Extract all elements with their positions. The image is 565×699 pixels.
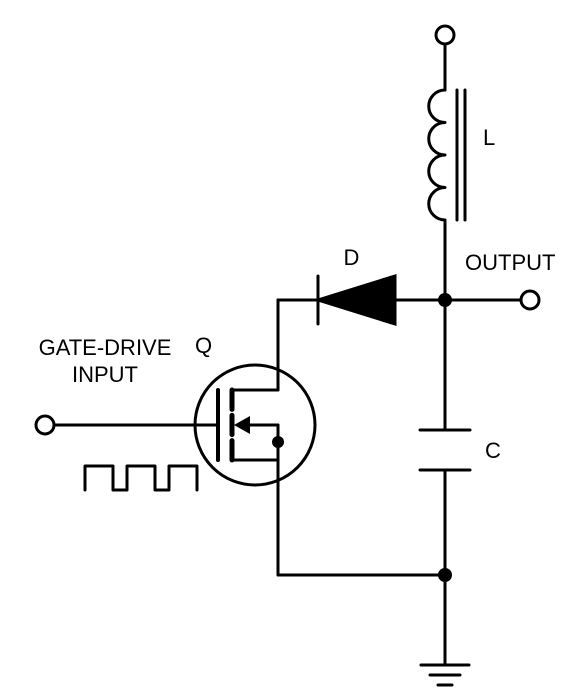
- circuit-diagram: GATE-DRIVEINPUT Q D L C OUTPUT: [0, 0, 565, 699]
- label-gate-drive-2: INPUT: [72, 362, 138, 387]
- label-Q: Q: [195, 333, 212, 358]
- diode-triangle: [318, 276, 395, 324]
- label-L: L: [483, 125, 495, 150]
- mosfet-body-arrow: [234, 416, 250, 434]
- label-output: OUTPUT: [465, 250, 555, 275]
- pulse-train: [85, 466, 197, 490]
- label-D: D: [344, 245, 360, 270]
- inductor-coil: [429, 90, 445, 220]
- label-gate-drive-1: GATE-DRIVE: [39, 335, 172, 360]
- label-C: C: [485, 438, 501, 463]
